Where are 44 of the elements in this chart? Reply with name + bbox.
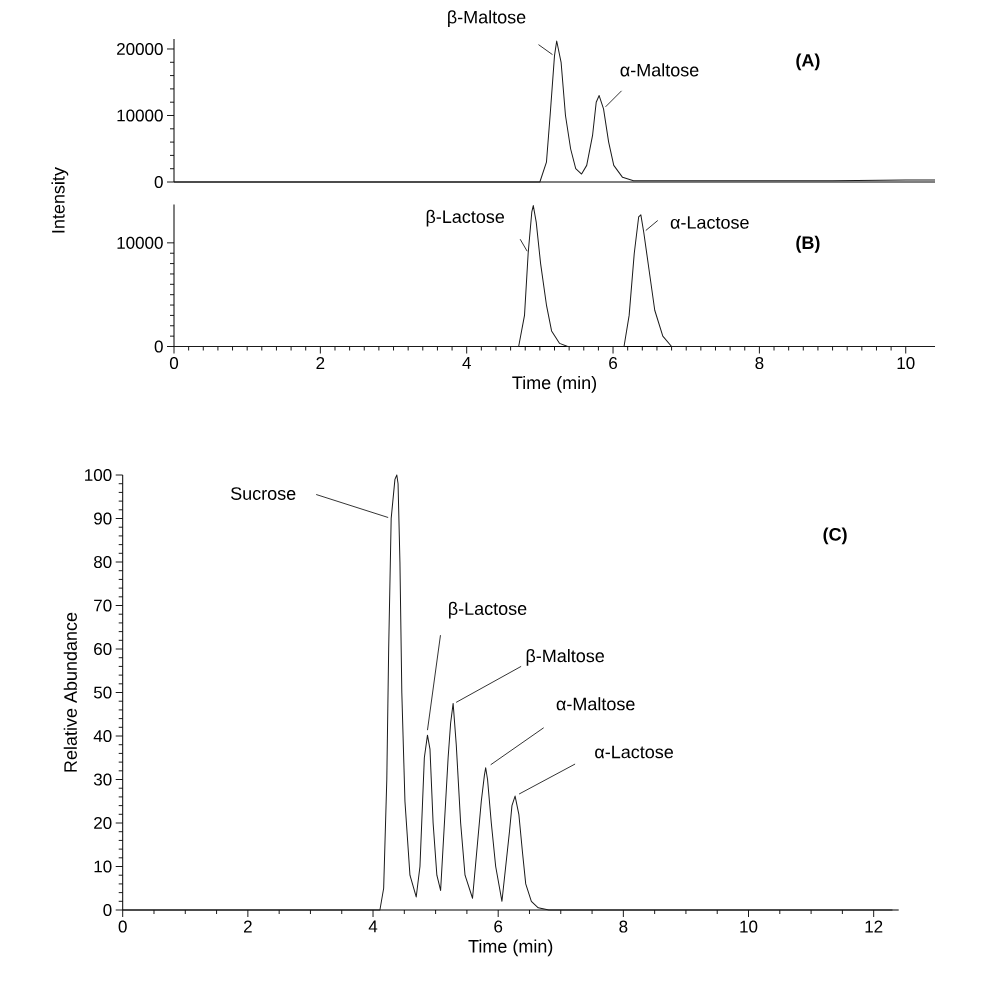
y-tick-label: 10000 — [117, 109, 163, 122]
y-axis-title: Relative Abundance — [63, 612, 77, 772]
y-tick-label: 90 — [94, 512, 112, 525]
annotation: β-Lactose — [426, 209, 505, 227]
annotation: Sucrose — [230, 487, 296, 500]
annotation: α-Maltose — [620, 63, 699, 77]
annotation: (C) — [823, 527, 847, 545]
y-tick-label: 80 — [94, 555, 112, 569]
x-tick-label: 12 — [865, 920, 883, 933]
x-tick-label: 2 — [244, 920, 252, 933]
x-tick-label: 8 — [755, 357, 764, 370]
annotation: (B) — [796, 235, 820, 253]
y-tick-label: 100 — [85, 468, 112, 482]
annotation: α-Maltose — [556, 697, 635, 711]
y-tick-label: 70 — [94, 599, 112, 612]
y-tick-label: 50 — [93, 686, 112, 699]
y-tick-label: 60 — [94, 642, 112, 656]
y-tick-label: 20 — [94, 816, 112, 830]
x-axis-title: Time (min) — [468, 939, 553, 957]
annotation: α-Lactose — [595, 745, 673, 759]
annotation: β-Maltose — [526, 648, 605, 666]
annotation: (A) — [796, 53, 820, 71]
y-tick-label: 10000 — [117, 236, 163, 249]
x-tick-label: 10 — [897, 357, 915, 370]
x-tick-label: 6 — [494, 920, 503, 933]
x-tick-label: 6 — [609, 357, 618, 370]
y-tick-label: 40 — [93, 729, 112, 743]
y-tick-label: 20000 — [117, 42, 163, 56]
annotation: α-Lactose — [670, 216, 749, 229]
y-tick-label: 30 — [93, 773, 112, 786]
annotation: β-Maltose — [448, 10, 526, 28]
x-tick-label: 8 — [619, 920, 628, 933]
x-tick-label: 2 — [316, 357, 325, 369]
y-tick-label: 0 — [154, 175, 163, 189]
y-tick-label: 0 — [103, 903, 112, 917]
x-tick-label: 10 — [740, 920, 758, 933]
x-tick-label: 4 — [368, 920, 378, 933]
x-tick-label: 4 — [462, 357, 471, 369]
y-axis-title: Intensity — [51, 167, 69, 233]
annotation: β-Lactose — [449, 601, 527, 619]
y-tick-label: 10 — [94, 860, 112, 873]
x-axis-title: Time (min) — [512, 375, 597, 393]
x-tick-label: 0 — [169, 357, 179, 370]
y-tick-label: 0 — [154, 340, 163, 353]
